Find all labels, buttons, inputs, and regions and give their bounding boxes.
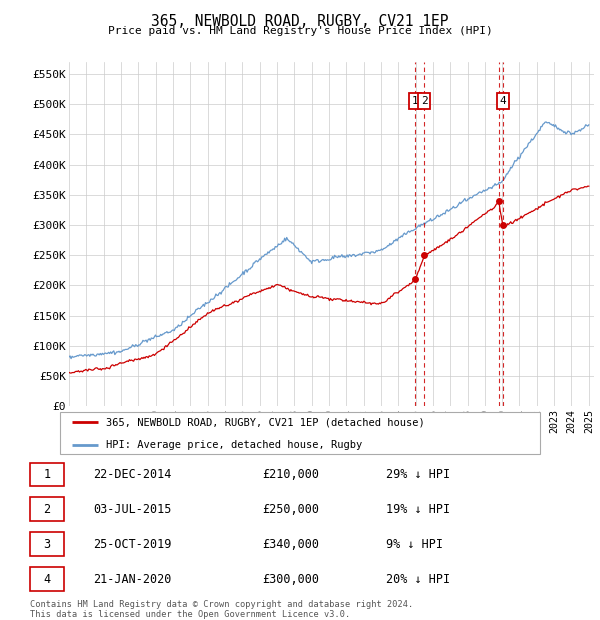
Text: 1: 1 [44, 468, 50, 481]
Text: £300,000: £300,000 [262, 572, 319, 585]
Text: £250,000: £250,000 [262, 503, 319, 516]
FancyBboxPatch shape [30, 463, 64, 486]
Text: 19% ↓ HPI: 19% ↓ HPI [386, 503, 450, 516]
Text: 25-OCT-2019: 25-OCT-2019 [94, 538, 172, 551]
Text: 20% ↓ HPI: 20% ↓ HPI [386, 572, 450, 585]
Text: Price paid vs. HM Land Registry's House Price Index (HPI): Price paid vs. HM Land Registry's House … [107, 26, 493, 36]
Text: 21-JAN-2020: 21-JAN-2020 [94, 572, 172, 585]
Text: 2: 2 [421, 96, 428, 106]
Text: 4: 4 [500, 96, 506, 106]
FancyBboxPatch shape [30, 497, 64, 521]
Text: Contains HM Land Registry data © Crown copyright and database right 2024.
This d: Contains HM Land Registry data © Crown c… [30, 600, 413, 619]
Text: 22-DEC-2014: 22-DEC-2014 [94, 468, 172, 481]
Text: 3: 3 [44, 538, 50, 551]
Text: 1: 1 [412, 96, 418, 106]
Text: 365, NEWBOLD ROAD, RUGBY, CV21 1EP (detached house): 365, NEWBOLD ROAD, RUGBY, CV21 1EP (deta… [106, 417, 424, 427]
Text: 29% ↓ HPI: 29% ↓ HPI [386, 468, 450, 481]
FancyBboxPatch shape [30, 567, 64, 591]
Text: 2: 2 [44, 503, 50, 516]
Text: HPI: Average price, detached house, Rugby: HPI: Average price, detached house, Rugb… [106, 440, 362, 450]
Text: 365, NEWBOLD ROAD, RUGBY, CV21 1EP: 365, NEWBOLD ROAD, RUGBY, CV21 1EP [151, 14, 449, 29]
Text: £340,000: £340,000 [262, 538, 319, 551]
FancyBboxPatch shape [30, 532, 64, 556]
Text: 03-JUL-2015: 03-JUL-2015 [94, 503, 172, 516]
Text: £210,000: £210,000 [262, 468, 319, 481]
Text: 4: 4 [44, 572, 50, 585]
Text: 9% ↓ HPI: 9% ↓ HPI [386, 538, 443, 551]
